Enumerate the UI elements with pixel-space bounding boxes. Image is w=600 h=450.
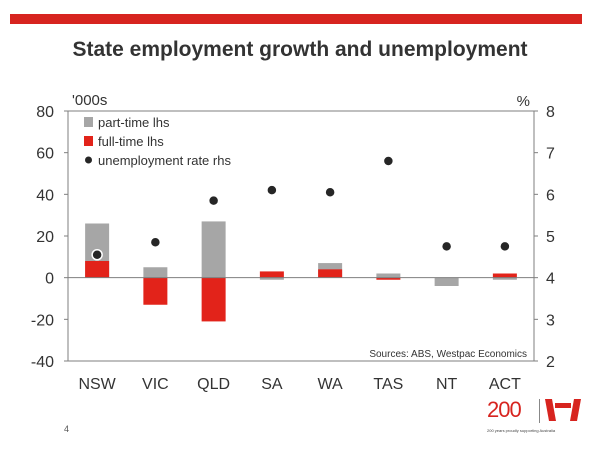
legend-swatch <box>84 136 93 146</box>
unemployment-point-wa <box>324 186 336 198</box>
full-time-bar-vic <box>143 277 168 305</box>
legend-swatch <box>84 117 93 127</box>
part-time-bar-vic <box>143 267 168 278</box>
right-tick-label: 7 <box>546 146 555 163</box>
chart: 80 60 40 20 0 -20 -40 8 7 6 5 4 3 2 '000s % NSW VIC QLD SA W… <box>31 92 555 393</box>
westpac-w-icon <box>545 399 581 421</box>
category-label: NT <box>436 376 458 393</box>
right-axis-unit: % <box>517 93 530 110</box>
left-tick-label: -20 <box>31 312 54 329</box>
left-tick-label: 0 <box>45 271 54 288</box>
category-label: WA <box>318 376 344 393</box>
unemployment-point-qld <box>207 194 220 207</box>
source-annotation: Sources: ABS, Westpac Economics <box>369 349 527 360</box>
right-tick-label: 4 <box>546 271 555 288</box>
left-tick-label: 40 <box>36 187 54 204</box>
logo-number: 200 <box>487 397 522 422</box>
part-time-bar-tas <box>376 273 401 278</box>
part-time-bar-sa <box>259 277 284 280</box>
category-label: QLD <box>197 376 230 393</box>
page-title: State employment growth and unemployment <box>72 38 528 61</box>
right-tick-label: 2 <box>546 354 555 371</box>
right-tick-label: 5 <box>546 229 555 246</box>
unemployment-point-nt <box>440 240 453 253</box>
category-label: NSW <box>78 376 116 393</box>
slide-number: 4 <box>64 424 70 434</box>
unemployment-point-act <box>499 240 511 253</box>
unemployment-point-vic <box>149 236 162 248</box>
full-time-bar-act <box>492 273 517 278</box>
legend-label: part-time lhs <box>98 115 170 130</box>
category-label: TAS <box>373 376 403 393</box>
unemployment-point-nsw <box>91 249 103 261</box>
part-time-bar-qld <box>201 221 226 278</box>
category-label: VIC <box>142 376 169 393</box>
full-time-bar-wa <box>318 269 343 278</box>
category-label: ACT <box>489 376 521 393</box>
left-tick-label: 60 <box>36 146 54 163</box>
right-tick-label: 3 <box>546 312 555 329</box>
full-time-bar-qld <box>201 277 226 322</box>
westpac-200-logo: 200 200 years proudly supporting Austral… <box>487 397 587 443</box>
full-time-bar-nsw <box>85 261 110 278</box>
right-tick-label: 6 <box>546 187 555 204</box>
logo-divider <box>539 399 540 423</box>
top-accent-bar <box>10 14 582 24</box>
legend-label: unemployment rate rhs <box>98 153 231 168</box>
legend-marker <box>85 156 92 164</box>
right-tick-label: 8 <box>546 104 555 121</box>
part-time-bar-act <box>492 277 517 280</box>
full-time-bar-sa <box>259 271 284 278</box>
left-axis-unit: '000s <box>72 92 107 109</box>
left-tick-label: 80 <box>36 104 54 121</box>
category-label: SA <box>261 376 283 393</box>
left-tick-label: 20 <box>36 229 54 246</box>
unemployment-point-sa <box>266 184 278 196</box>
unemployment-point-tas <box>382 155 395 167</box>
part-time-bar-nt <box>434 277 459 286</box>
legend-label: full-time lhs <box>98 134 164 149</box>
left-tick-label: -40 <box>31 354 54 371</box>
logo-tagline: 200 years proudly supporting Australia <box>487 428 556 433</box>
full-time-bar-tas <box>376 277 401 280</box>
